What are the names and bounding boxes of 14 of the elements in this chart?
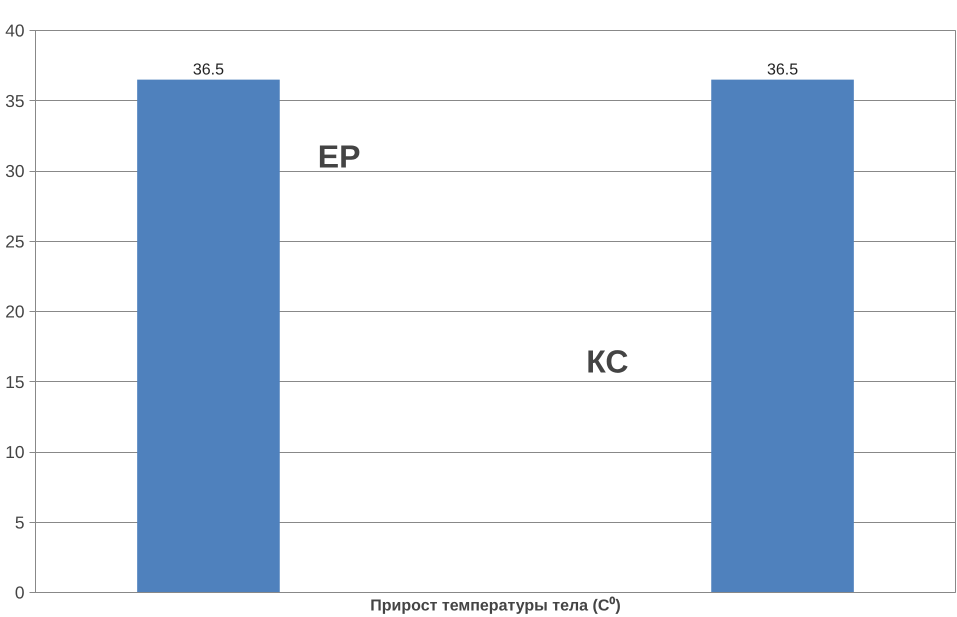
- text: КС: [586, 344, 628, 380]
- y-tick-label: 15: [5, 372, 25, 392]
- y-tick-label: 30: [5, 161, 25, 181]
- y-tick-label: 25: [5, 231, 25, 252]
- y-tick-label: 40: [5, 20, 25, 40]
- y-tick-label: 20: [5, 302, 25, 322]
- data-label: 36.5: [192, 62, 224, 79]
- x-axis-title: Прирост температуры тела (C⁰): [370, 596, 621, 614]
- y-tick-label: 0: [14, 582, 25, 602]
- y-tick-label: 35: [5, 90, 25, 111]
- data-label: 36.5: [766, 62, 798, 79]
- series-label: ЕР: [318, 138, 360, 175]
- y-tick-label: 10: [5, 442, 25, 462]
- y-tick-label: 5: [14, 512, 25, 532]
